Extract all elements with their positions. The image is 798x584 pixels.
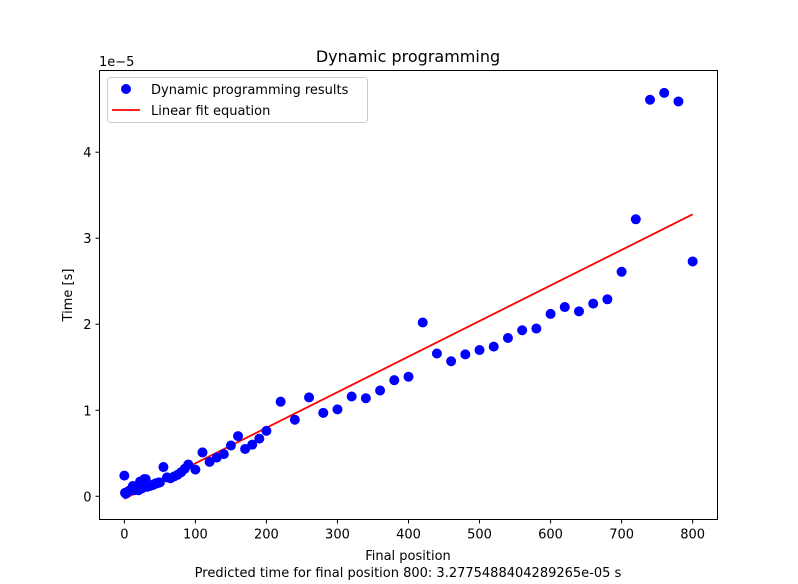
y-axis-ticks: 0 1 2 3 4	[83, 146, 100, 505]
data-point	[545, 308, 556, 319]
data-point	[119, 470, 130, 481]
x-tick-label: 500	[467, 528, 492, 543]
data-point	[289, 414, 300, 425]
y-tick-label: 4	[83, 146, 91, 161]
lines-layer	[123, 213, 694, 500]
data-point	[332, 404, 343, 415]
y-axis-label: Time [s]	[61, 269, 76, 323]
y-tick-label: 0	[83, 490, 91, 505]
x-axis-ticks: 0 100 200 300 400 500 600 700 800	[120, 519, 705, 543]
x-tick-label: 100	[183, 528, 208, 543]
data-point	[154, 477, 165, 488]
x-tick-label: 200	[254, 528, 279, 543]
data-point	[659, 87, 670, 98]
data-point	[247, 439, 258, 450]
data-point	[517, 325, 528, 336]
plot-area	[99, 70, 718, 520]
data-point	[630, 214, 641, 225]
data-point	[474, 345, 485, 356]
data-point	[502, 333, 513, 344]
data-point	[588, 298, 599, 309]
data-point	[318, 407, 329, 418]
x-tick-label: 300	[325, 528, 350, 543]
y-tick-label: 3	[83, 232, 91, 247]
x-tick-label: 800	[680, 528, 705, 543]
y-tick-label: 1	[83, 404, 91, 419]
data-point	[183, 459, 194, 470]
data-point	[645, 94, 656, 105]
data-point	[233, 431, 244, 442]
x-axis-label: Final position	[365, 549, 451, 564]
data-point	[488, 341, 499, 352]
data-point	[573, 306, 584, 317]
data-point	[304, 392, 315, 403]
data-point	[417, 317, 428, 328]
data-point	[225, 440, 236, 451]
data-point	[254, 433, 265, 444]
y-axis-offset-text: 1e−5	[99, 55, 134, 70]
data-point	[375, 385, 386, 396]
x-tick-label: 700	[609, 528, 634, 543]
data-point	[275, 396, 286, 407]
data-point	[559, 302, 570, 313]
data-point	[460, 349, 471, 360]
y-tick-label: 2	[83, 318, 91, 333]
data-point	[431, 348, 442, 359]
data-point	[446, 356, 457, 367]
data-point	[197, 447, 208, 458]
data-point	[218, 449, 229, 460]
legend-marker-results	[121, 84, 131, 94]
data-point	[602, 294, 613, 305]
x-tick-label: 600	[538, 528, 563, 543]
x-tick-label: 0	[120, 528, 128, 543]
data-point	[360, 393, 371, 404]
legend-label-fit: Linear fit equation	[151, 104, 270, 119]
footer-text: Predicted time for final position 800: 3…	[195, 566, 622, 581]
legend-box	[107, 77, 368, 123]
legend-label-results: Dynamic programming results	[151, 83, 349, 98]
data-point	[158, 462, 169, 473]
data-point	[190, 464, 201, 475]
points-layer	[119, 87, 698, 499]
data-point	[261, 425, 272, 436]
legend: Dynamic programming results Linear fit e…	[107, 77, 368, 123]
fit-line	[123, 213, 694, 500]
data-point	[389, 375, 400, 386]
data-point	[531, 323, 542, 334]
x-tick-label: 400	[396, 528, 421, 543]
data-point	[687, 256, 698, 267]
data-point	[616, 266, 627, 277]
data-point	[346, 391, 357, 402]
chart-title: Dynamic programming	[316, 47, 500, 66]
data-point	[673, 96, 684, 107]
data-point	[403, 371, 414, 382]
